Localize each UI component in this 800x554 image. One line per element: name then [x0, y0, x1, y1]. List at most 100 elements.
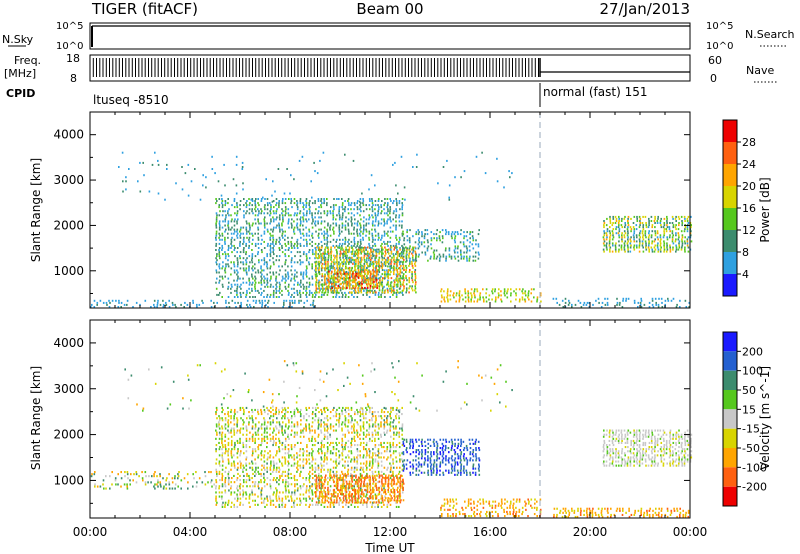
range-cell	[215, 413, 217, 416]
range-cell	[111, 471, 113, 474]
range-cell	[234, 255, 236, 258]
range-cell	[371, 247, 373, 249]
range-cell	[269, 249, 272, 251]
range-cell	[260, 425, 263, 428]
range-cell	[395, 267, 398, 270]
range-cell	[239, 242, 241, 245]
range-cell	[518, 288, 521, 291]
range-cell	[326, 435, 329, 438]
range-cell	[648, 240, 650, 243]
range-cell	[491, 292, 494, 295]
range-cell	[347, 208, 349, 211]
range-cell	[369, 208, 371, 211]
range-cell	[257, 232, 259, 235]
range-cell	[368, 242, 370, 245]
range-cell	[284, 448, 287, 451]
range-cell	[414, 275, 417, 278]
range-cell	[233, 228, 236, 231]
range-cell	[315, 283, 317, 286]
range-cell	[278, 458, 280, 461]
range-cell	[239, 234, 241, 237]
range-cell	[288, 450, 290, 453]
range-cell	[314, 415, 317, 418]
range-cell	[264, 216, 266, 219]
range-cell	[381, 262, 384, 265]
range-cell	[264, 277, 266, 280]
range-cell	[339, 246, 341, 249]
range-cell	[315, 264, 317, 267]
range-cell	[326, 281, 328, 284]
range-cell	[275, 289, 278, 292]
range-cell	[402, 233, 405, 236]
range-cell	[326, 232, 328, 235]
range-cell	[473, 290, 476, 293]
range-cell	[415, 231, 418, 234]
range-cell	[401, 206, 403, 209]
range-cell	[284, 429, 286, 432]
range-cell	[276, 281, 278, 284]
range-cell	[386, 249, 389, 251]
range-cell	[241, 166, 244, 168]
range-cell	[666, 220, 668, 222]
range-cell	[241, 161, 244, 164]
range-cell	[157, 163, 160, 166]
range-cell	[320, 257, 323, 260]
range-cell	[354, 266, 356, 269]
range-cell	[215, 269, 218, 272]
range-cell	[355, 262, 357, 265]
range-cell	[276, 499, 278, 502]
range-cell	[684, 226, 687, 229]
range-cell	[215, 468, 217, 471]
range-cell	[348, 258, 351, 261]
range-cell	[228, 301, 230, 304]
range-cell	[374, 200, 377, 202]
range-cell	[315, 287, 318, 290]
range-cell	[334, 269, 336, 271]
range-cell	[397, 273, 399, 276]
range-cell	[227, 277, 230, 280]
range-cell	[279, 228, 281, 231]
range-cell	[401, 212, 404, 215]
range-cell	[219, 275, 221, 278]
range-cell	[433, 249, 436, 252]
range-cell	[296, 214, 298, 217]
range-cell	[233, 224, 236, 227]
range-cell	[269, 259, 271, 262]
range-cell	[680, 230, 683, 233]
range-cell	[352, 258, 354, 261]
range-cell	[257, 271, 260, 274]
range-cell	[661, 301, 663, 304]
range-cell	[333, 282, 336, 285]
range-cell	[377, 200, 380, 202]
range-cell	[389, 208, 392, 211]
range-cell	[315, 279, 318, 282]
range-cell	[241, 168, 244, 170]
range-cell	[630, 240, 632, 243]
range-cell	[368, 222, 370, 225]
range-cell	[392, 269, 395, 272]
range-cell	[159, 473, 161, 476]
range-cell	[326, 462, 328, 465]
range-cell	[263, 408, 266, 411]
range-cell	[455, 300, 457, 303]
range-cell	[269, 450, 271, 453]
range-cell	[348, 246, 351, 249]
range-cell	[302, 220, 305, 223]
range-cell	[293, 291, 296, 294]
range-cell	[405, 260, 407, 263]
range-cell	[294, 483, 296, 486]
range-cell	[315, 503, 317, 506]
range-cell	[267, 301, 269, 304]
range-cell	[269, 212, 272, 215]
range-cell	[332, 466, 335, 469]
range-cell	[330, 458, 332, 461]
range-cell	[443, 290, 445, 293]
range-cell	[317, 287, 319, 290]
range-cell	[239, 291, 242, 294]
range-cell	[230, 427, 233, 430]
range-cell	[305, 253, 308, 256]
range-cell	[281, 293, 283, 296]
range-cell	[350, 240, 353, 243]
range-cell	[228, 208, 230, 211]
range-cell	[218, 249, 220, 251]
